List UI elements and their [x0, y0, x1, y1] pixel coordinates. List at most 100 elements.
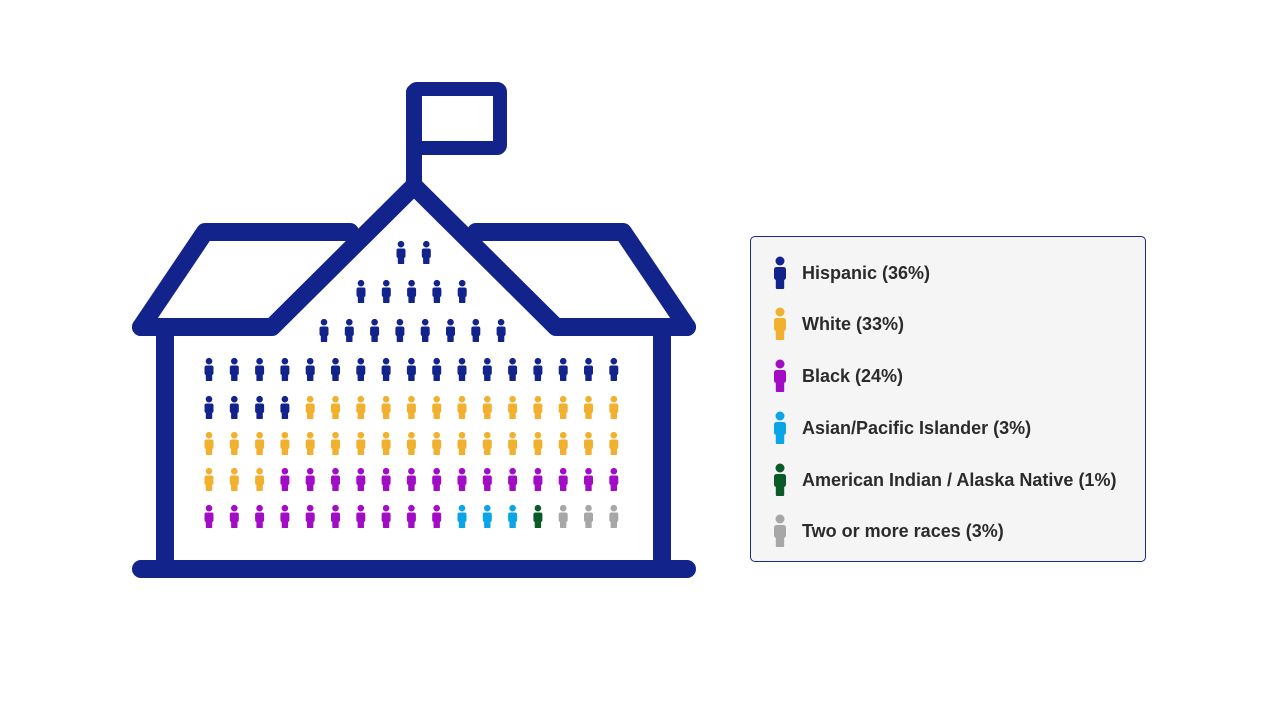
person-icon: [457, 395, 467, 419]
person-icon: [771, 411, 789, 445]
person-icon: [406, 357, 416, 381]
person-icon: [407, 279, 417, 303]
person-icon: [381, 431, 391, 455]
legend: Hispanic (36%) White (33%) Black (24%) A…: [750, 236, 1146, 562]
person-icon: [305, 467, 315, 491]
person-icon: [771, 256, 789, 290]
legend-label-hispanic: Hispanic (36%): [802, 262, 931, 283]
person-icon: [396, 240, 406, 264]
legend-label-white: White (33%): [802, 313, 905, 334]
person-icon: [533, 431, 543, 455]
person-icon: [584, 395, 593, 419]
person-icon: [771, 359, 789, 393]
person-icon: [432, 431, 442, 455]
person-icon: [558, 504, 568, 528]
person-icon: [432, 395, 442, 419]
person-icon: [533, 357, 543, 381]
person-icon: [446, 318, 455, 342]
person-icon: [305, 395, 315, 419]
legend-item-asian-pacific-islander: Asian/Pacific Islander (3%): [771, 408, 1031, 448]
person-icon: [381, 357, 391, 381]
person-icon: [508, 395, 518, 419]
legend-item-two-or-more-races: Two or more races (3%): [771, 511, 1004, 551]
person-icon: [482, 357, 492, 381]
person-icon: [229, 357, 239, 381]
person-icon: [331, 431, 340, 455]
person-icon: [204, 467, 214, 491]
person-icon: [584, 504, 593, 528]
person-icon: [457, 467, 467, 491]
person-icon: [432, 467, 442, 491]
person-icon: [319, 318, 329, 342]
legend-label-two-or-more-races: Two or more races (3%): [802, 520, 1004, 541]
person-icon: [420, 318, 430, 342]
person-icon: [280, 395, 290, 419]
person-icon: [471, 318, 481, 342]
person-icon: [432, 279, 442, 303]
person-icon: [558, 357, 568, 381]
person-icon: [356, 504, 366, 528]
person-icon: [558, 431, 568, 455]
building-outline: [132, 177, 696, 578]
person-icon: [305, 504, 315, 528]
person-icon: [508, 467, 518, 491]
person-icon: [331, 357, 340, 381]
person-icon: [204, 357, 214, 381]
person-icon: [771, 463, 789, 497]
person-icon: [771, 514, 789, 548]
person-icon: [432, 357, 442, 381]
person-icon: [508, 357, 518, 381]
person-icon: [482, 504, 492, 528]
person-icon: [255, 504, 265, 528]
person-icon: [584, 357, 593, 381]
person-icon: [457, 357, 467, 381]
person-icon: [381, 467, 391, 491]
school-building-icon: [132, 82, 696, 578]
person-icon: [204, 504, 214, 528]
legend-item-black: Black (24%): [771, 356, 903, 396]
person-icon: [255, 431, 265, 455]
person-icon: [356, 357, 366, 381]
person-icon: [584, 431, 593, 455]
person-icon: [280, 467, 290, 491]
person-icon: [406, 504, 416, 528]
person-icon: [356, 395, 366, 419]
person-icon: [370, 318, 380, 342]
legend-label-asian-pacific-islander: Asian/Pacific Islander (3%): [802, 417, 1032, 438]
person-icon: [331, 467, 340, 491]
person-icon: [344, 318, 354, 342]
person-icon: [356, 467, 366, 491]
person-icon: [457, 431, 467, 455]
pictograph-figures: [204, 240, 619, 528]
person-icon: [280, 431, 290, 455]
legend-label-black: Black (24%): [802, 365, 904, 386]
person-icon: [229, 395, 239, 419]
person-icon: [482, 431, 492, 455]
person-icon: [533, 395, 543, 419]
person-icon: [381, 279, 391, 303]
person-icon: [533, 504, 543, 528]
person-icon: [280, 357, 290, 381]
person-icon: [609, 357, 619, 381]
person-icon: [255, 357, 265, 381]
person-icon: [609, 467, 619, 491]
person-icon: [305, 357, 315, 381]
person-icon: [381, 395, 391, 419]
flag-icon: [406, 82, 507, 190]
legend-item-american-indian-alaska-native: American Indian / Alaska Native (1%): [771, 460, 1116, 500]
legend-item-white: White (33%): [771, 304, 904, 344]
person-icon: [406, 431, 416, 455]
person-icon: [356, 431, 366, 455]
person-icon: [771, 307, 789, 341]
person-icon: [395, 318, 405, 342]
person-icon: [496, 318, 506, 342]
person-icon: [406, 395, 416, 419]
person-icon: [406, 467, 416, 491]
person-icon: [381, 504, 391, 528]
person-icon: [229, 504, 239, 528]
person-icon: [255, 467, 265, 491]
legend-label-american-indian-alaska-native: American Indian / Alaska Native (1%): [802, 469, 1117, 490]
person-icon: [432, 504, 442, 528]
person-icon: [558, 395, 568, 419]
person-icon: [331, 395, 340, 419]
